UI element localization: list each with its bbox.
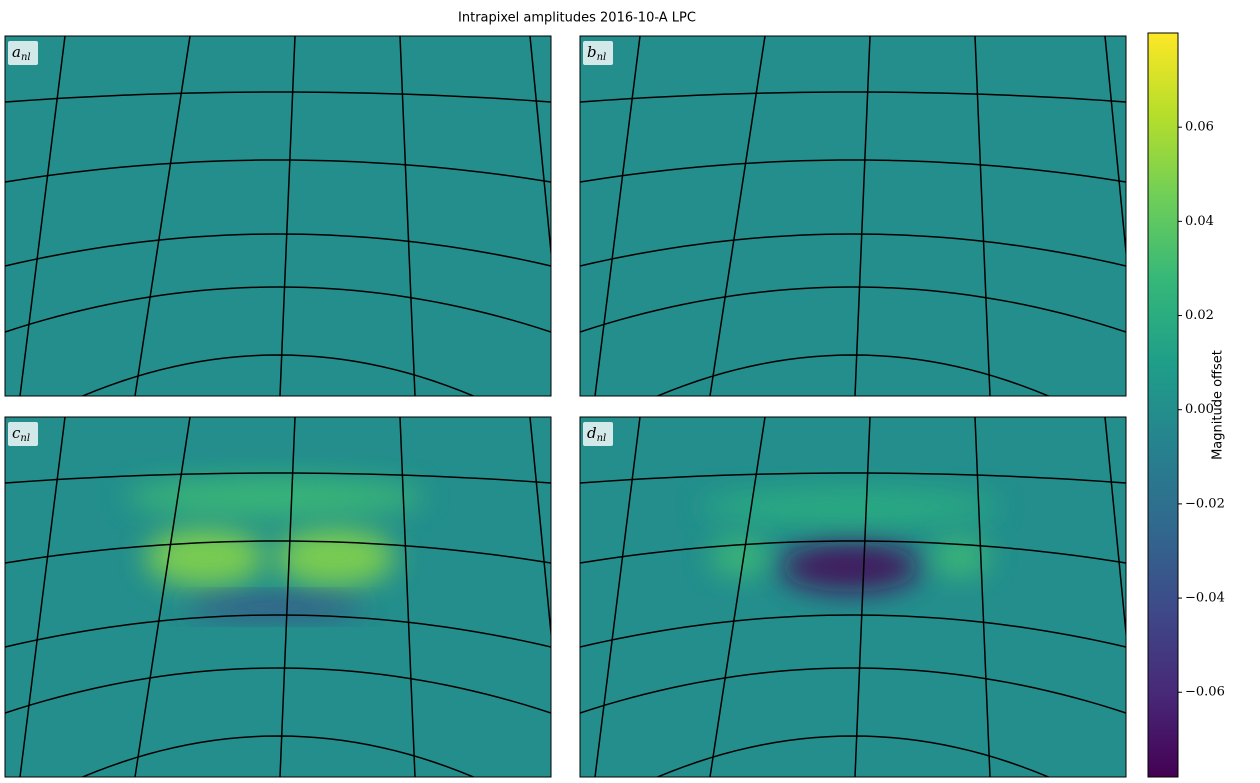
graticule-line [580,159,1126,183]
panel-label-box [583,41,613,65]
graticule-line [854,36,871,396]
panel-background [5,417,551,777]
graticule-line [5,159,551,183]
heat-region [145,527,265,587]
graticule-line [854,417,871,777]
graticule-line [580,286,1126,333]
colorbar-fill [1147,32,1179,778]
graticule-line [134,417,191,777]
heat-region [780,542,920,592]
panel [5,36,551,396]
graticule-line [5,472,551,484]
graticule-line [709,36,766,396]
graticule-line [5,540,551,564]
graticule-line [19,36,66,396]
panel-label-box [583,422,613,446]
graticule-line [580,472,1126,484]
panel-frame [579,35,1127,397]
panel-letter: a [12,43,21,61]
graticule-line [974,417,991,777]
panel-label-box [8,41,38,65]
graticule-line [1104,417,1126,641]
graticule-line [5,614,551,648]
panel-label: bnl [587,43,606,63]
panel-letter: b [587,43,597,61]
graticule-line [19,417,66,777]
panel-background [580,36,1126,396]
colorbar-tick-label: −0.02 [1185,496,1225,511]
graticule-line [594,36,641,396]
colorbar-tick-label: −0.06 [1185,685,1225,700]
graticule-line [529,417,551,641]
heat-region [930,537,990,577]
colorbar-label: Magnitude offset [1211,350,1226,460]
heat-region [275,527,395,587]
graticule-line [709,417,766,777]
colorbar-tick-label: 0.06 [1185,120,1214,135]
panel [580,417,1126,777]
panel-frame [4,416,552,778]
graticule-line [279,36,296,396]
panel-label: dnl [587,424,606,444]
graticule-line [655,354,1051,396]
graticule-line [580,91,1126,103]
graticule-line [399,417,416,777]
panel-label: anl [12,43,31,63]
graticule-line [80,354,476,396]
graticule-line [580,667,1126,714]
heat-region [710,537,770,577]
graticule-line [399,36,416,396]
panel-background [580,417,1126,777]
panel-subscript: nl [597,433,607,444]
panel-subscript: nl [20,433,30,444]
heat-region [185,597,365,617]
panel [5,417,551,777]
graticule-line [580,614,1126,648]
heat-region [700,487,1000,527]
graticule-line [279,417,296,777]
graticule-line [580,540,1126,564]
graticule-line [655,735,1051,777]
graticule-line [580,233,1126,267]
graticule-line [529,36,551,260]
graticule-line [5,286,551,333]
graticule-line [594,417,641,777]
graticule-line [5,233,551,267]
colorbar-tick-label: 0.02 [1185,308,1214,323]
colorbar-tick-label: 0.04 [1185,214,1214,229]
panel-label-box [8,422,38,446]
panel-letter: c [12,424,21,442]
panel-label: cnl [12,424,30,444]
colorbar-tick-label: −0.04 [1185,591,1225,606]
panel-subscript: nl [597,52,607,63]
graticule-line [974,36,991,396]
graticule-line [5,91,551,103]
colorbar: −0.06 −0.04 −0.02 0.00 0.02 0.04 0.06 Magnitude… [1147,32,1226,778]
heat-region [125,477,425,517]
panel [580,36,1126,396]
graticule-line [134,36,191,396]
panel-background [5,36,551,396]
chart-title: Intrapixel amplitudes 2016-10-A LPC [458,11,696,26]
panel-letter: d [587,424,597,442]
graticule-line [80,735,476,777]
graticule-line [1104,36,1126,260]
panel-subscript: nl [21,52,31,63]
colorbar-tick-label: 0.00 [1185,402,1214,417]
panel-frame [579,416,1127,778]
graticule-line [5,667,551,714]
panel-frame [4,35,552,397]
